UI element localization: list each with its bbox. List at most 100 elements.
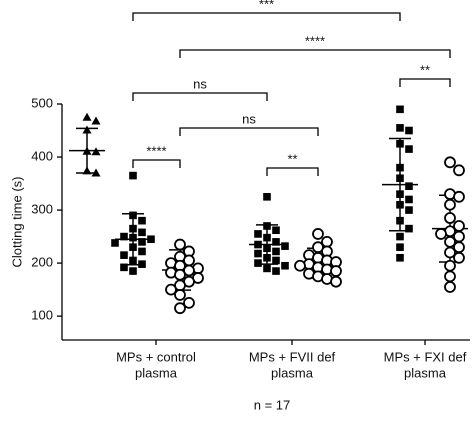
data-point <box>120 251 128 259</box>
significance-label: **** <box>305 33 325 48</box>
data-point <box>138 238 146 246</box>
data-point <box>174 289 186 301</box>
data-point <box>405 145 413 153</box>
data-point <box>281 261 289 270</box>
data-point <box>138 216 146 225</box>
significance-label: ** <box>287 151 297 166</box>
data-point <box>263 233 271 242</box>
data-point <box>396 105 404 114</box>
data-point <box>444 198 456 211</box>
data-point <box>120 263 128 272</box>
data-point <box>444 270 456 283</box>
data-point <box>396 200 404 209</box>
significance-label: *** <box>259 0 274 11</box>
data-point <box>263 222 271 230</box>
data-point <box>82 112 92 121</box>
data-point <box>396 216 404 225</box>
data-point <box>453 251 465 264</box>
significance-bracket <box>266 167 319 176</box>
x-axis-label: n = 17 <box>254 397 291 412</box>
data-point <box>174 238 186 251</box>
data-point <box>405 126 413 135</box>
data-point <box>147 235 155 244</box>
data-point <box>165 283 177 296</box>
data-point <box>396 174 404 183</box>
data-point <box>129 211 137 220</box>
significance-bracket <box>132 159 181 168</box>
data-point <box>263 244 271 253</box>
data-point <box>263 253 271 262</box>
data-point <box>254 240 262 249</box>
data-point <box>91 147 101 156</box>
data-point <box>82 166 92 175</box>
x-tick-label: MPs + FXI def <box>384 349 467 364</box>
y-tick-label: 400 <box>31 148 53 163</box>
significance-bracket <box>399 78 451 87</box>
x-tick-label: plasma <box>135 365 178 380</box>
data-point <box>129 171 137 180</box>
data-point <box>120 232 128 241</box>
data-point <box>272 238 280 246</box>
data-point <box>111 239 119 247</box>
data-point <box>396 124 404 132</box>
y-tick-label: 300 <box>31 202 53 217</box>
data-point <box>129 233 137 242</box>
x-tick-label: MPs + FVII def <box>249 349 336 364</box>
data-point <box>444 246 456 259</box>
data-point <box>435 228 447 240</box>
significance-bracket <box>132 92 268 101</box>
significance-label: **** <box>146 143 166 158</box>
data-point <box>272 256 280 265</box>
significance-label: ns <box>193 76 207 91</box>
data-point <box>263 264 271 273</box>
data-point <box>444 212 456 224</box>
data-point <box>183 296 195 309</box>
significance-label: ns <box>242 111 256 126</box>
data-point <box>396 232 404 241</box>
data-point <box>444 259 456 272</box>
data-point <box>138 260 146 268</box>
data-point <box>254 230 262 238</box>
data-point <box>82 146 92 155</box>
data-point <box>453 164 465 177</box>
significance-label: ** <box>420 62 430 77</box>
data-point <box>405 182 413 191</box>
data-point <box>254 259 262 267</box>
significance-bracket <box>179 127 319 136</box>
data-point <box>396 163 404 172</box>
data-point <box>254 249 262 258</box>
data-point <box>129 243 137 251</box>
x-tick-label: plasma <box>404 365 447 380</box>
data-point <box>281 242 289 250</box>
data-point <box>138 228 146 237</box>
data-point <box>272 267 280 275</box>
data-point <box>138 247 146 256</box>
data-point <box>453 190 465 203</box>
data-point <box>444 281 456 293</box>
y-axis-label: Clotting time (s) <box>9 176 24 267</box>
data-point <box>405 195 413 204</box>
data-point <box>330 275 342 288</box>
data-point <box>82 125 92 134</box>
significance-bracket <box>179 49 451 58</box>
data-point <box>405 206 413 214</box>
x-tick-label: MPs + control <box>116 349 196 364</box>
data-point <box>396 243 404 251</box>
data-point <box>405 224 413 233</box>
data-point <box>396 139 404 148</box>
data-point <box>312 228 324 240</box>
x-tick-label: plasma <box>271 365 314 380</box>
data-point <box>174 302 186 315</box>
data-point <box>91 116 101 125</box>
data-point <box>444 156 456 169</box>
data-point <box>91 168 101 177</box>
data-point <box>330 265 342 277</box>
y-tick-label: 200 <box>31 255 53 270</box>
significance-bracket <box>132 12 401 21</box>
data-point <box>272 247 280 256</box>
data-point <box>174 268 186 281</box>
data-point <box>263 193 271 201</box>
data-point <box>294 259 306 272</box>
data-point <box>129 256 137 265</box>
